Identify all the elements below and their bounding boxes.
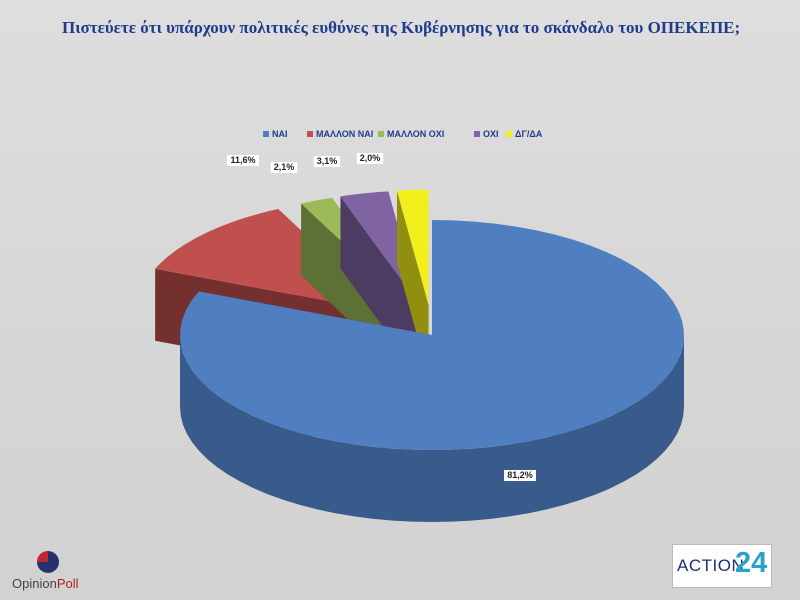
data-labels: 81,2% 11,6% 2,1% 3,1% 2,0% — [227, 153, 536, 481]
data-label: 2,0% — [360, 153, 381, 163]
pie-slice-side — [180, 335, 684, 522]
opinion-poll-logo — [10, 548, 120, 596]
action24-logo: ACTION 24 — [672, 544, 772, 588]
data-label-bg — [313, 156, 341, 167]
data-label: 81,2% — [507, 470, 533, 480]
data-label: 11,6% — [230, 155, 255, 165]
legend-swatch — [378, 131, 384, 137]
data-label-bg — [356, 153, 384, 164]
chart-legend: ΝΑΙ ΜΑΛΛΟΝ ΝΑΙ ΜΑΛΛΟΝ ΟΧΙ ΟΧΙ ΔΓ/ΔΑ — [263, 129, 543, 139]
legend-swatch — [263, 131, 269, 137]
pie-slice-top — [396, 189, 429, 305]
legend-label: ΟΧΙ — [483, 129, 499, 139]
action24-text: ACTION — [677, 556, 745, 575]
pie-slice-wall — [396, 190, 429, 377]
pie-slice — [180, 220, 684, 522]
legend-label: ΜΑΛΛΟΝ ΟΧΙ — [387, 129, 444, 139]
opinion-text: Opinion — [12, 576, 57, 591]
pie-slice — [396, 189, 429, 377]
legend-label: ΜΑΛΛΟΝ ΝΑΙ — [316, 129, 373, 139]
legend-label: ΔΓ/ΔΑ — [515, 129, 543, 139]
pie-slice-top — [340, 191, 420, 306]
chart-title: Πιστεύετε ότι υπάρχουν πολιτικές ευθύνες… — [62, 18, 741, 37]
pie-slices — [155, 189, 684, 522]
legend-swatch — [506, 131, 512, 137]
data-label-bg — [270, 162, 298, 173]
data-label: 2,1% — [274, 162, 295, 172]
opinion-poll-logo-icon — [37, 551, 59, 573]
data-label-bg — [504, 470, 536, 481]
pie-slice-top — [180, 220, 684, 450]
action24-number: 24 — [735, 547, 768, 579]
legend-swatch — [474, 131, 480, 137]
opinion-poll-name: OpinionPoll — [12, 576, 79, 591]
poll-text: Poll — [56, 576, 79, 591]
data-label-bg — [227, 155, 259, 166]
legend-swatch — [307, 131, 313, 137]
legend-label: ΝΑΙ — [272, 129, 288, 139]
data-label: 3,1% — [317, 156, 338, 166]
